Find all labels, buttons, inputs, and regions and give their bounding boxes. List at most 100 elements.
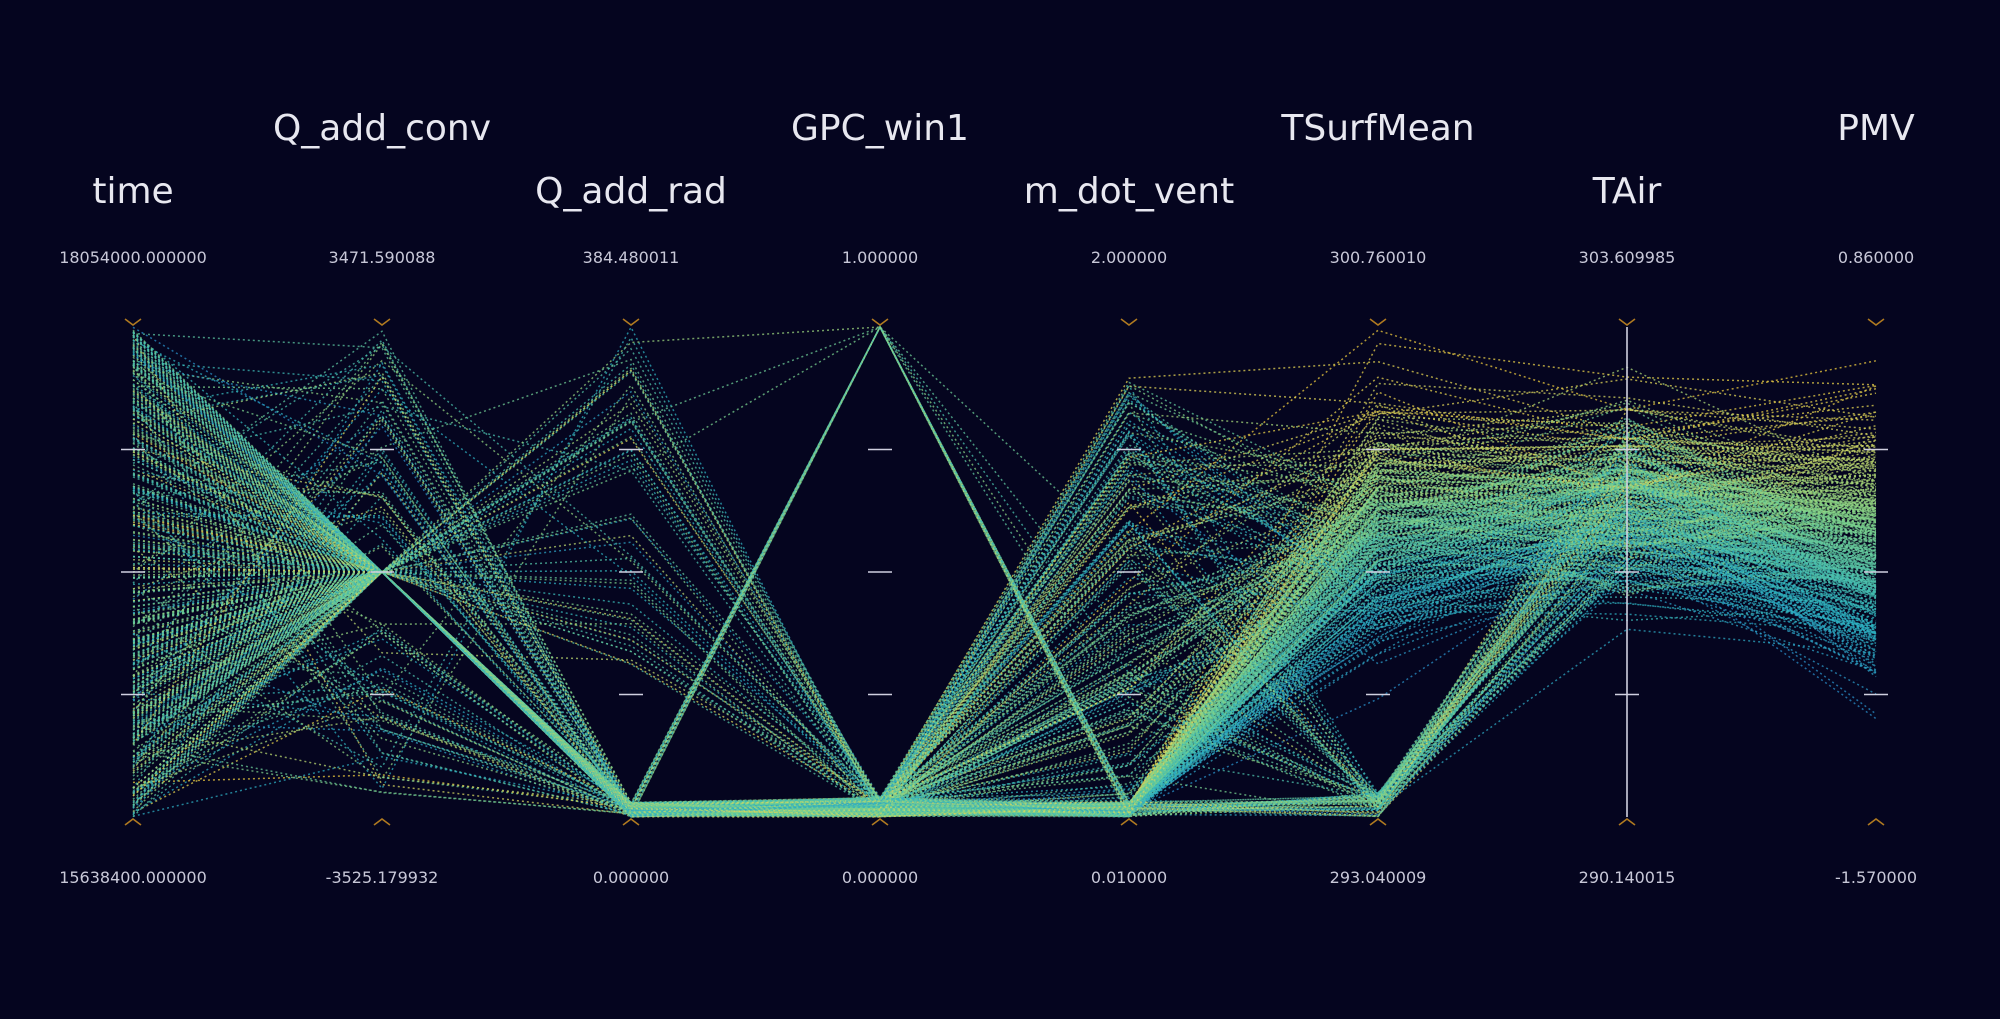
polyline — [132, 331, 1877, 812]
polyline — [132, 468, 1877, 812]
polyline — [132, 489, 1877, 815]
axis-bottom-marker — [871, 818, 889, 826]
polyline — [132, 390, 1877, 810]
polyline — [132, 470, 1877, 810]
polyline — [132, 379, 1877, 815]
polyline — [132, 419, 1877, 816]
axis-max-label: 2.000000 — [1091, 248, 1167, 267]
polyline — [132, 449, 1877, 809]
axis-top-marker — [1618, 318, 1636, 326]
axis-tsurfmean: TSurfMean 300.760010 293.040009 — [1280, 108, 1474, 887]
axis-q-add-conv: Q_add_conv 3471.590088 -3525.179932 — [273, 108, 491, 887]
polyline — [132, 334, 1877, 815]
polyline — [132, 463, 1877, 813]
polyline — [132, 358, 1877, 805]
polyline — [132, 393, 1877, 815]
polyline — [132, 515, 1877, 815]
axis-min-label: 0.010000 — [1091, 868, 1167, 887]
polyline — [132, 371, 1877, 813]
polyline — [132, 412, 1877, 817]
polyline — [132, 532, 1877, 810]
axis-min-label: 15638400.000000 — [59, 868, 207, 887]
polyline — [132, 442, 1877, 817]
polyline — [132, 548, 1877, 815]
axis-bottom-marker — [622, 818, 640, 826]
polyline — [132, 450, 1877, 816]
axis-max-label: 384.480011 — [583, 248, 680, 267]
axis-time: time 18054000.000000 15638400.000000 — [59, 171, 207, 887]
axis-title: TSurfMean — [1280, 108, 1474, 149]
polyline — [132, 523, 1877, 808]
polyline — [132, 401, 1877, 818]
axis-bottom-marker — [373, 818, 391, 826]
polyline — [132, 410, 1877, 815]
polyline — [132, 457, 1877, 815]
polyline — [132, 360, 1877, 811]
polyline — [132, 417, 1877, 814]
polyline — [132, 402, 1877, 815]
polyline — [132, 351, 1877, 814]
polyline — [132, 418, 1877, 814]
polyline — [132, 353, 1877, 811]
polyline — [132, 433, 1877, 809]
axis-max-label: 3471.590088 — [329, 248, 436, 267]
polyline — [132, 360, 1877, 816]
polyline — [132, 414, 1877, 812]
polyline — [132, 326, 1877, 812]
axis-max-label: 1.000000 — [842, 248, 918, 267]
axis-title: TAir — [1592, 171, 1662, 212]
axis-title: GPC_win1 — [791, 108, 969, 149]
polyline — [132, 527, 1877, 811]
axis-min-label: 0.000000 — [593, 868, 669, 887]
polyline — [132, 412, 1877, 802]
axis-title: Q_add_rad — [535, 171, 727, 212]
polyline — [132, 468, 1877, 818]
polyline — [132, 376, 1877, 818]
polyline — [132, 470, 1877, 806]
polyline — [132, 398, 1877, 814]
axes-layer: time 18054000.000000 15638400.000000 Q_add_… — [59, 108, 1917, 887]
axis-pmv: PMV 0.860000 -1.570000 — [1835, 108, 1917, 887]
polyline — [132, 425, 1877, 816]
axis-top-marker — [1867, 318, 1885, 326]
polyline — [132, 371, 1877, 816]
axis-min-label: 290.140015 — [1579, 868, 1676, 887]
axis-top-marker — [1369, 318, 1387, 326]
axis-bottom-marker — [1369, 818, 1387, 826]
polyline — [132, 437, 1877, 818]
axis-min-label: -1.570000 — [1835, 868, 1917, 887]
polyline — [132, 448, 1877, 813]
polyline — [132, 402, 1877, 800]
polyline — [132, 515, 1877, 812]
polyline — [132, 403, 1877, 815]
polyline — [132, 384, 1877, 806]
polyline — [132, 361, 1877, 815]
axis-q-add-rad: Q_add_rad 384.480011 0.000000 — [535, 171, 727, 887]
polyline — [132, 391, 1877, 812]
polylines-layer — [132, 325, 1877, 819]
axis-max-label: 0.860000 — [1838, 248, 1914, 267]
polyline — [132, 398, 1877, 816]
polyline — [132, 325, 1877, 807]
axis-gpc-win1: GPC_win1 1.000000 0.000000 — [791, 108, 969, 887]
polyline — [132, 457, 1877, 818]
polyline — [132, 479, 1877, 816]
polyline — [132, 441, 1877, 813]
polyline — [132, 423, 1877, 812]
polyline — [132, 325, 1877, 809]
axis-top-marker — [1120, 318, 1138, 326]
axis-bottom-marker — [1120, 818, 1138, 826]
axis-max-label: 18054000.000000 — [59, 248, 207, 267]
polyline — [132, 375, 1877, 807]
polyline — [132, 453, 1877, 812]
polyline — [132, 338, 1877, 813]
polyline — [132, 406, 1877, 808]
polyline — [132, 515, 1877, 818]
polyline — [132, 367, 1877, 810]
axis-bottom-marker — [1618, 818, 1636, 826]
polyline — [132, 419, 1877, 811]
polyline — [132, 503, 1877, 818]
polyline — [132, 440, 1877, 815]
polyline — [132, 480, 1877, 807]
axis-tair: TAir 303.609985 290.140015 — [1579, 171, 1676, 887]
